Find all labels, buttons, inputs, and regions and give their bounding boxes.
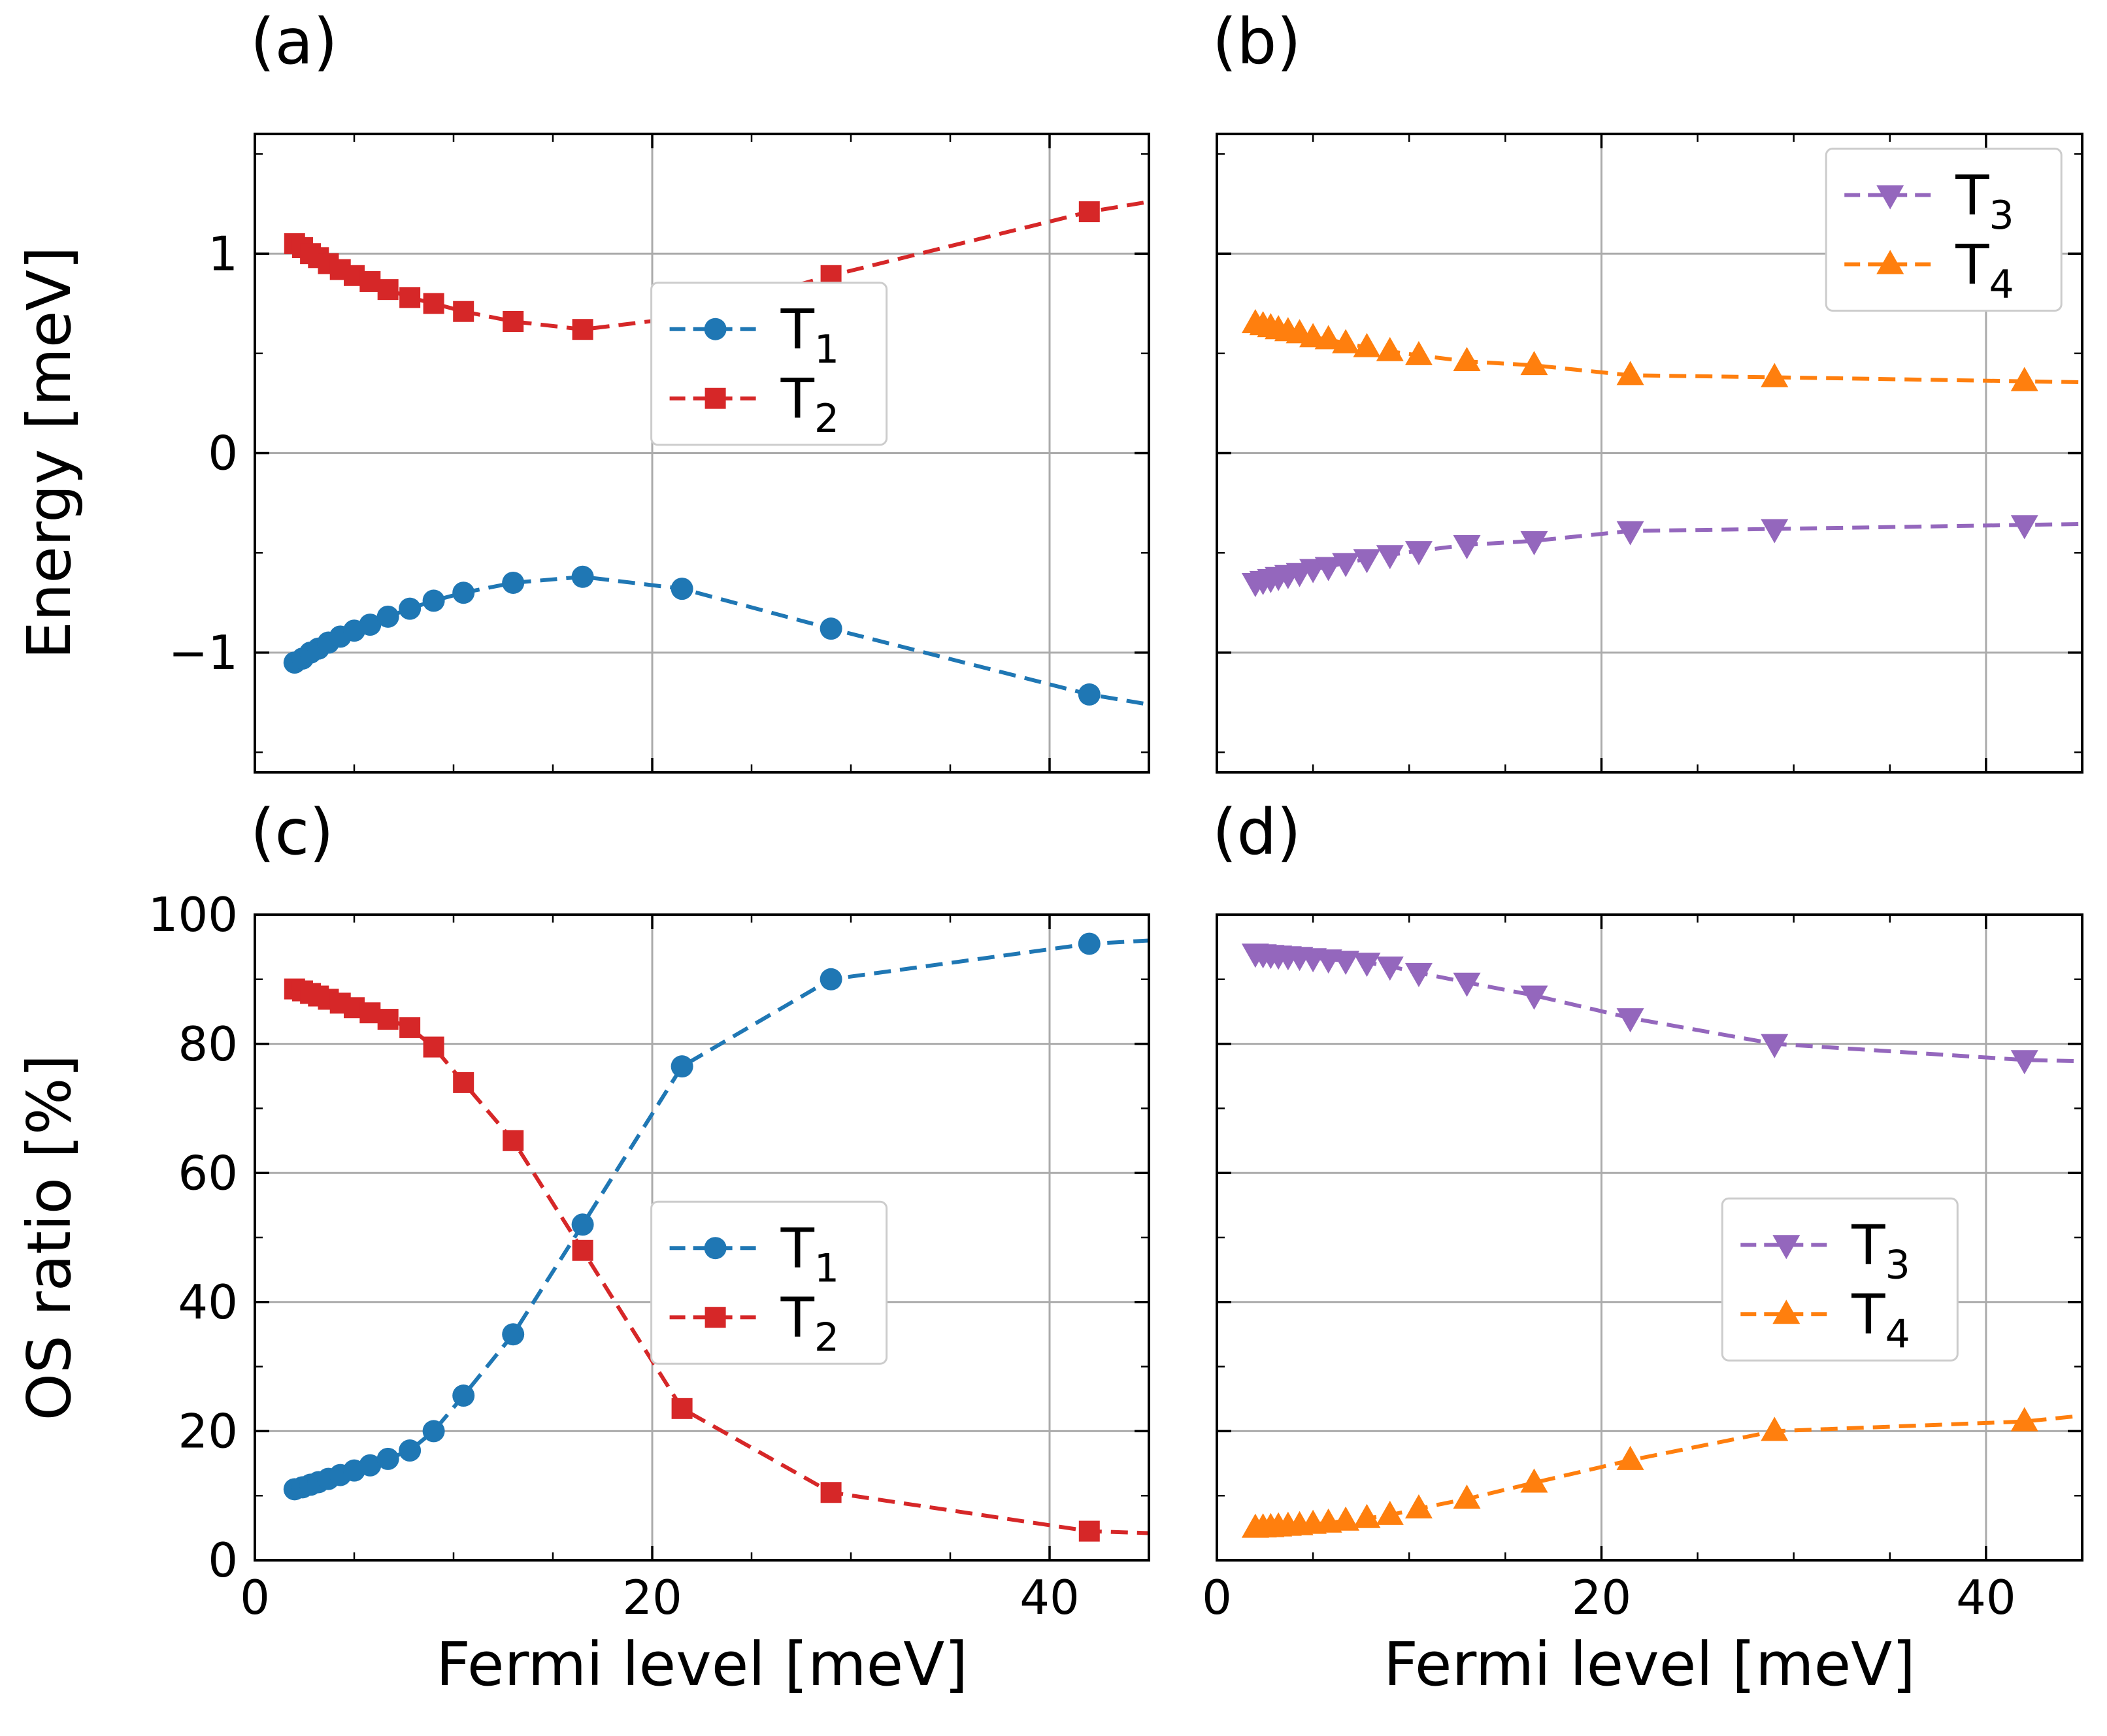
svg-text:1: 1 xyxy=(208,226,238,281)
svg-text:20: 20 xyxy=(622,1570,682,1625)
series-T4-line xyxy=(1255,1413,2083,1530)
tick-marks xyxy=(1216,134,2082,772)
svg-text:40: 40 xyxy=(178,1275,238,1330)
panel-label-a: (a) xyxy=(250,5,338,78)
series-T3-markers xyxy=(1241,515,2038,597)
panel-label-c: (c) xyxy=(250,796,334,869)
tick-labels: 0 20 40 xyxy=(1202,1570,2016,1625)
series-T3-line xyxy=(1255,521,2083,585)
panel-label-d: (d) xyxy=(1212,796,1301,869)
svg-text:20: 20 xyxy=(1572,1570,1632,1625)
svg-text:0: 0 xyxy=(240,1570,270,1625)
series-T2-markers xyxy=(284,978,1100,1542)
svg-text:0: 0 xyxy=(1202,1570,1232,1625)
series-T1-markers xyxy=(283,932,1101,1501)
svg-text:−1: −1 xyxy=(169,625,238,680)
panel-b-energy-chart: T3 T4 xyxy=(1216,133,2083,774)
series-T1-markers xyxy=(283,565,1101,706)
series-T2-markers xyxy=(284,201,1100,340)
series-T3-line xyxy=(1255,951,2083,1064)
svg-text:20: 20 xyxy=(178,1404,238,1459)
panel-a-energy-chart: −1 0 1 T1 T2 xyxy=(169,133,1150,774)
series-T1-line xyxy=(294,938,1150,1492)
svg-text:40: 40 xyxy=(1020,1570,1080,1625)
tick-marks xyxy=(254,913,1149,1562)
series-T4-markers xyxy=(1241,1407,2038,1538)
panel-d-os-ratio-chart: 0 20 40 T3 T4 xyxy=(1202,913,2083,1625)
x-axis-label-right: Fermi level [meV] xyxy=(1383,1630,1916,1699)
svg-text:80: 80 xyxy=(178,1017,238,1072)
y-axis-label-energy: Energy [meV] xyxy=(14,246,84,660)
series-T2-line xyxy=(294,987,1150,1535)
grid xyxy=(254,134,1149,772)
svg-text:0: 0 xyxy=(208,1533,238,1588)
panel-label-b: (b) xyxy=(1212,5,1301,78)
tick-labels: −1 0 1 xyxy=(169,226,238,680)
legend-label-T3: T3 xyxy=(1955,163,2014,238)
series-T3-markers xyxy=(1241,943,2038,1075)
tick-marks xyxy=(254,134,1149,772)
panel-c-os-ratio-chart: 0 20 40 0 20 40 60 80 100 T1 T2 xyxy=(148,887,1150,1625)
svg-text:40: 40 xyxy=(1956,1570,2016,1625)
y-axis-label-os-ratio: OS ratio [%] xyxy=(14,1054,84,1421)
svg-text:60: 60 xyxy=(178,1145,238,1200)
x-axis-label-left: Fermi level [meV] xyxy=(435,1630,969,1699)
legend-label-T2: T2 xyxy=(780,367,840,442)
tick-labels: 0 20 40 0 20 40 60 80 100 xyxy=(148,887,1080,1625)
series-T1-line xyxy=(293,574,1150,707)
series-T4-markers xyxy=(1241,309,2038,391)
legend-label-T4: T4 xyxy=(1955,233,2014,308)
svg-text:0: 0 xyxy=(208,426,238,481)
tick-marks xyxy=(1216,913,2082,1562)
series-T4-line xyxy=(1255,321,2083,385)
svg-text:100: 100 xyxy=(148,887,238,942)
